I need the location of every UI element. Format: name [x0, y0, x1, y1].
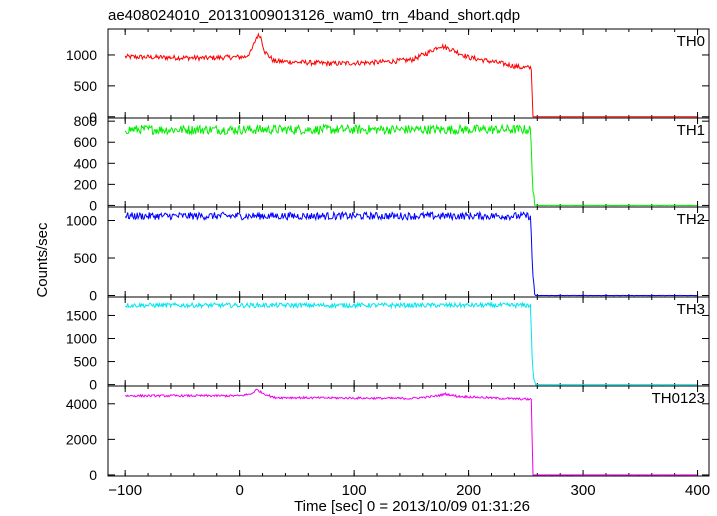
x-tick-label: 400 — [685, 482, 710, 499]
y-tick-label: 0 — [89, 109, 97, 125]
panel-th2: 0 500 1000 TH2 — [66, 206, 710, 304]
series-line-th3 — [125, 301, 697, 386]
y-tick-label: 500 — [74, 250, 98, 266]
x-axis-label: Time [sec] 0 = 2013/10/09 01:31:26 — [294, 498, 530, 515]
x-tick-label: 100 — [342, 482, 367, 499]
y-tick-label: 4000 — [66, 396, 97, 412]
y-tick-label: 1000 — [66, 47, 97, 63]
y-axis-label: Counts/sec — [34, 222, 51, 298]
panel-label: TH1 — [677, 122, 705, 139]
series-line-th0 — [124, 32, 697, 118]
series-line-th0123 — [124, 388, 697, 476]
series-line-th1 — [124, 123, 698, 207]
y-tick-label: 500 — [74, 78, 98, 94]
x-tick-label: 200 — [456, 482, 481, 499]
chart-title: ae408024010_20131009013126_wam0_trn_4ban… — [108, 7, 520, 24]
x-tick-label: 300 — [571, 482, 596, 499]
y-tick-label: 200 — [74, 176, 98, 192]
y-tick-label: 600 — [74, 134, 98, 150]
y-tick-label: 500 — [74, 354, 98, 370]
series-line-th2 — [124, 210, 698, 297]
panel-label: TH3 — [677, 301, 705, 318]
panel-th1: 0 200 400 600 800 TH1 — [74, 113, 710, 213]
y-tick-label: 0 — [89, 377, 97, 393]
y-tick-label: 1000 — [66, 331, 97, 347]
y-tick-label: 1500 — [66, 307, 97, 323]
y-tick-label: 0 — [89, 197, 97, 213]
panel-frame — [107, 206, 710, 298]
y-tick-label: 2000 — [66, 431, 97, 447]
panel-th3: 0 500 1000 1500 TH3 — [66, 296, 710, 393]
panel-frame — [107, 28, 710, 119]
y-tick-label: 800 — [74, 113, 98, 129]
y-tick-label: 1000 — [66, 213, 97, 229]
panel-th0123: 0 2000 4000 TH0123 — [66, 385, 710, 483]
panel-label: TH0 — [677, 33, 705, 50]
y-tick-label: 0 — [89, 288, 97, 304]
panel-label: TH2 — [677, 211, 705, 228]
panel-frame — [107, 296, 710, 387]
y-tick-label: 400 — [74, 155, 98, 171]
x-tick-label: −100 — [108, 482, 142, 499]
panel-th0: 0 500 1000 TH0 — [66, 28, 710, 125]
panel-frame — [107, 385, 710, 477]
panel-label: TH0123 — [652, 390, 705, 407]
x-tick-label: 0 — [235, 482, 243, 499]
y-tick-label: 0 — [89, 467, 97, 483]
